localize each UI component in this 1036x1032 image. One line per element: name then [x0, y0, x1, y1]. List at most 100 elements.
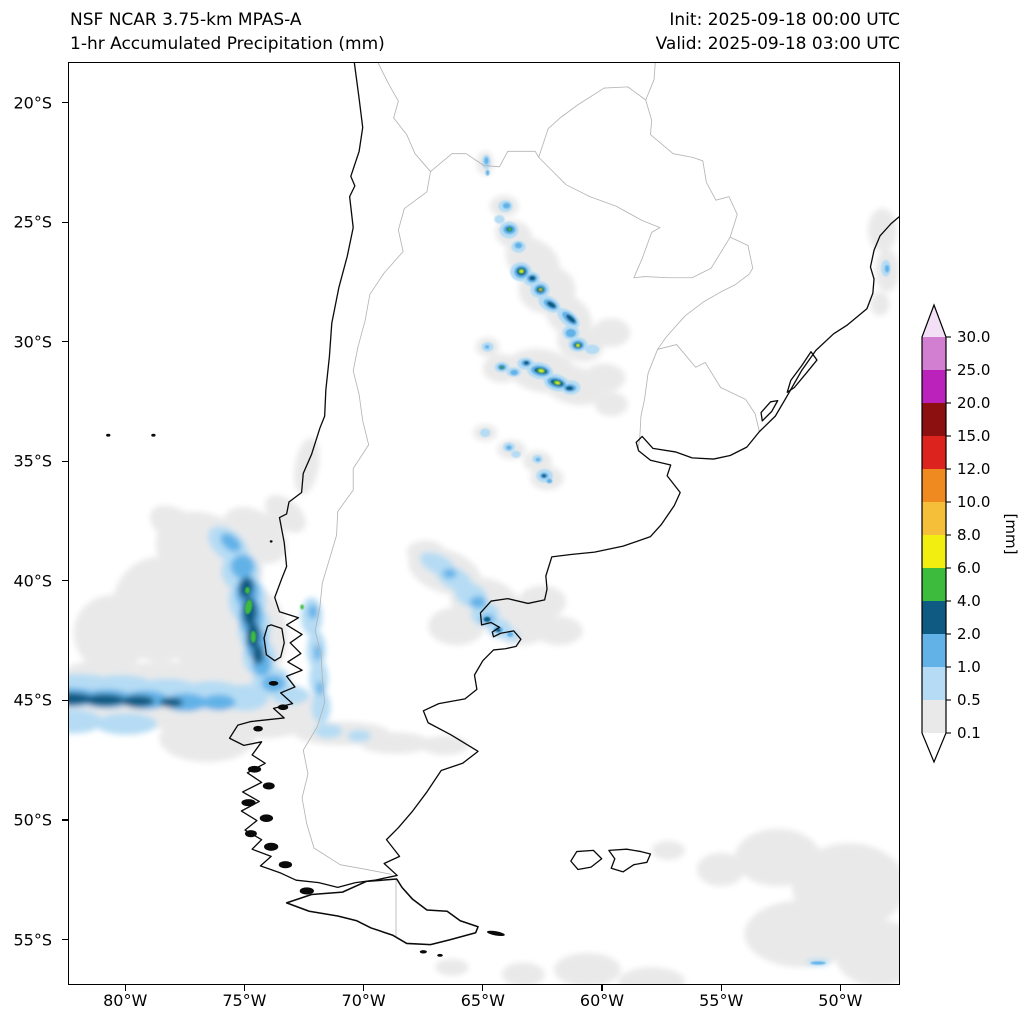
precip-blob — [469, 596, 487, 609]
precip-blob — [271, 685, 310, 705]
small-islands — [106, 433, 505, 957]
precip-blob — [870, 292, 890, 316]
colorbar-segment — [922, 337, 946, 370]
colorbar-segment — [922, 667, 946, 700]
precip-field-soft — [69, 151, 899, 984]
colorbar-tick-label: 25.0 — [957, 361, 991, 379]
precip-blob — [585, 344, 600, 355]
country-borders — [301, 63, 760, 937]
colorbar-canvas — [921, 303, 951, 764]
tierra-del-fuego-coastline — [285, 878, 479, 946]
x-tick-label: 75°W — [222, 991, 267, 1010]
precip-blob — [511, 450, 521, 458]
colorbar-segment — [922, 568, 946, 601]
precip-blob — [442, 568, 457, 579]
colorbar-tick-label: 0.5 — [957, 691, 981, 709]
y-tick-label: 50°S — [13, 810, 52, 830]
precip-blob — [245, 599, 253, 615]
colorbar-tick-label: 0.1 — [957, 724, 981, 742]
lagoa-mirim — [760, 399, 779, 422]
cape-horn-islet — [437, 953, 443, 957]
colorbar-tick-label: 4.0 — [957, 592, 981, 610]
juan-fernandez-island — [151, 433, 156, 437]
falkland-west-island — [570, 849, 603, 871]
x-tick-label: 80°W — [103, 991, 148, 1010]
precip-blob — [230, 554, 255, 579]
juan-fernandez-island — [106, 433, 111, 437]
fjord-islet — [259, 814, 274, 822]
precip-blob — [507, 632, 514, 637]
precip-blob — [347, 729, 372, 742]
colorbar-tick-label: 12.0 — [957, 460, 991, 478]
precip-blob — [651, 840, 685, 860]
mocha-island — [269, 540, 273, 543]
precip-blob — [519, 269, 524, 273]
precip-blob — [308, 604, 318, 619]
precip-blob — [69, 709, 103, 734]
product-title: 1-hr Accumulated Precipitation (mm) — [70, 34, 385, 54]
precip-blob — [566, 314, 576, 323]
colorbar-outline — [921, 303, 947, 764]
x-tick-label: 55°W — [699, 991, 744, 1010]
y-tick-label: 20°S — [13, 93, 52, 113]
precip-blob — [538, 369, 544, 373]
y-axis: 20°S 25°S 30°S 35°S 40°S 45°S 50°S 55°S — [0, 62, 58, 985]
precip-blob — [582, 363, 626, 393]
title-block-right: Init: 2025-09-18 00:00 UTC Valid: 2025-0… — [0, 8, 900, 56]
fjord-islet — [278, 861, 293, 869]
precip-blob — [744, 900, 859, 968]
precip-blob — [502, 202, 511, 209]
fjord-islet — [244, 830, 257, 838]
precip-blob — [514, 242, 523, 249]
precip-cells — [244, 154, 891, 965]
precip-blob — [696, 852, 745, 887]
colorbar-segment — [922, 436, 946, 469]
y-tick-label: 40°S — [13, 571, 52, 591]
precip-blob — [359, 732, 431, 754]
colorbar-under-arrow — [922, 733, 946, 762]
precip-blob — [159, 714, 255, 763]
x-tick-label: 65°W — [460, 991, 505, 1010]
precip-blob — [121, 695, 155, 707]
x-tick-label: 70°W — [341, 991, 386, 1010]
colorbar-segment — [922, 535, 946, 568]
title-block-left: NSF NCAR 3.75-km MPAS-A 1-hr Accumulated… — [70, 8, 385, 56]
colorbar-segments — [922, 337, 946, 733]
precip-blob — [868, 208, 897, 252]
colorbar-tick-label: 1.0 — [957, 658, 981, 676]
precip-blob — [535, 616, 583, 646]
colorbar-segment — [922, 502, 946, 535]
precip-blob — [555, 381, 560, 385]
fjord-islet — [299, 887, 314, 895]
fjord-islet — [253, 725, 263, 732]
precip-blob — [565, 386, 574, 391]
chiloe-island — [263, 624, 285, 662]
precip-blob — [159, 697, 184, 708]
map-plot — [68, 62, 900, 985]
colorbar-over-arrow — [922, 305, 946, 337]
colorbar-segment — [922, 601, 946, 634]
precip-blob — [539, 289, 542, 291]
precip-blob — [834, 919, 899, 984]
precip-blob — [618, 967, 685, 984]
precip-blob — [84, 694, 125, 707]
colorbar-segment — [922, 469, 946, 502]
precip-blob — [546, 478, 553, 484]
x-tick-label: 60°W — [579, 991, 625, 1010]
precip-blob — [252, 645, 264, 665]
precip-blob — [149, 505, 203, 547]
precip-blob — [518, 585, 567, 619]
border-bolivia-paraguay-brazil — [538, 63, 738, 238]
y-tick-label: 55°S — [13, 930, 52, 950]
precip-blob — [435, 958, 469, 976]
fjord-islet — [277, 704, 289, 711]
border-argentina-brazil-uruguay-river — [637, 236, 754, 450]
precip-blob — [420, 735, 469, 755]
colorbar-tick-label: 2.0 — [957, 625, 981, 643]
precip-blob — [73, 595, 150, 672]
precip-blob — [313, 723, 343, 739]
fjord-islet — [247, 765, 262, 773]
precip-blob — [428, 607, 486, 646]
precip-blob — [541, 474, 547, 478]
precip-blob — [220, 533, 241, 553]
